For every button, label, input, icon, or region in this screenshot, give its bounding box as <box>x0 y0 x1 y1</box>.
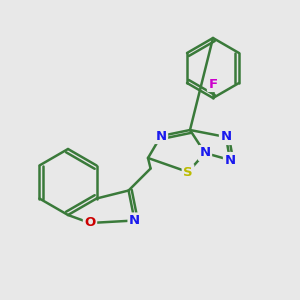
Text: N: N <box>220 130 232 143</box>
Text: N: N <box>200 146 211 160</box>
Text: O: O <box>84 217 96 230</box>
Text: N: N <box>155 130 167 142</box>
Text: S: S <box>183 166 193 178</box>
Text: N: N <box>224 154 236 166</box>
Text: N: N <box>129 214 140 227</box>
Text: F: F <box>208 77 217 91</box>
